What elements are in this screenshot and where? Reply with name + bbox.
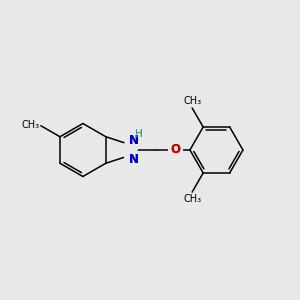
Text: H: H	[135, 129, 143, 139]
Text: CH₃: CH₃	[21, 120, 39, 130]
Text: N: N	[128, 153, 138, 166]
Text: N: N	[128, 153, 138, 166]
Text: N: N	[128, 134, 138, 147]
Text: CH₃: CH₃	[183, 194, 201, 204]
Text: N: N	[128, 134, 138, 147]
Text: CH₃: CH₃	[183, 96, 201, 106]
Text: O: O	[170, 143, 180, 157]
Text: H: H	[135, 129, 143, 139]
Text: O: O	[170, 143, 180, 157]
